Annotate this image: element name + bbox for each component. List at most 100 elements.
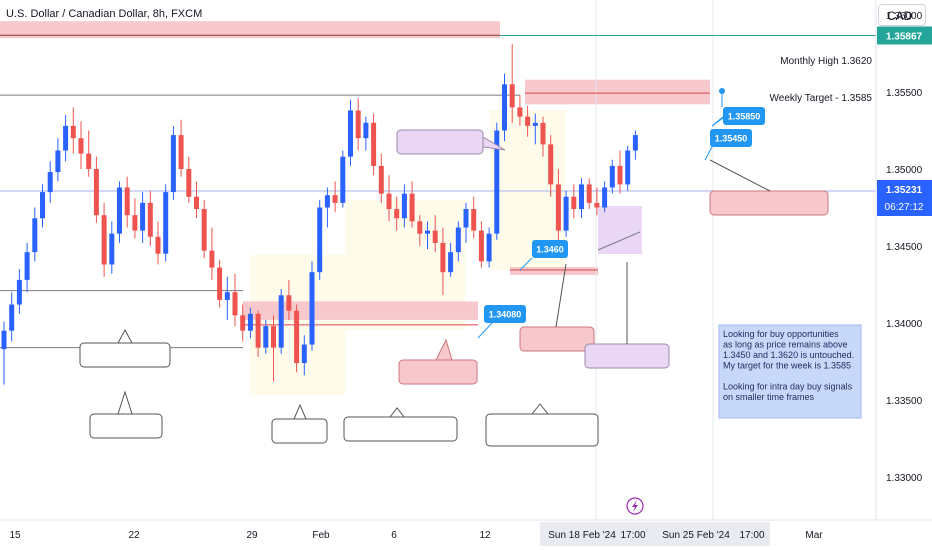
candle-body	[555, 184, 561, 231]
callout-weekly-low-1-box	[79, 342, 171, 368]
candle-body	[525, 116, 531, 126]
candle-body	[432, 230, 438, 243]
candle-body	[224, 292, 230, 300]
time-axis	[0, 520, 932, 550]
candle-body	[540, 122, 546, 145]
x-tick-label: 22	[128, 530, 140, 541]
candle-body	[55, 150, 61, 173]
candle-body	[471, 209, 477, 231]
candle-body	[486, 233, 492, 262]
candle-body	[63, 125, 69, 151]
price-tag-2: 1.35450	[715, 134, 748, 144]
weekly-target-price: 1.35867	[886, 31, 923, 42]
candle-body	[448, 252, 454, 273]
candle-body	[378, 165, 384, 194]
candle-body	[247, 313, 253, 331]
candle-body	[217, 267, 223, 300]
candle-body	[324, 195, 330, 208]
candle-body	[563, 196, 569, 231]
current-price: 1.35231	[886, 185, 923, 196]
candle-body	[625, 150, 631, 185]
candle-body	[478, 230, 484, 262]
callout-buy-orders-2-box	[519, 326, 595, 352]
lightning-icon[interactable]	[626, 497, 644, 515]
chart-title: U.S. Dollar / Canadian Dollar, 8h, FXCM	[6, 8, 203, 20]
candle-body	[286, 295, 292, 311]
tag-leader	[711, 115, 725, 127]
price-tag-1: 1.35850	[728, 112, 761, 122]
callout-pointer	[293, 403, 307, 420]
callout-pointer	[530, 403, 550, 415]
candle-body	[170, 135, 176, 193]
x-tick-label: 12	[479, 530, 491, 541]
x-tick-label: Sun 18 Feb '24	[548, 530, 616, 541]
y-tick-label: 1.33000	[886, 473, 923, 484]
price-axis	[876, 0, 932, 520]
candle-body	[147, 202, 153, 237]
candle-body	[579, 184, 584, 210]
y-tick-label: 1.35500	[886, 88, 923, 99]
y-tick-label: 1.36000	[886, 11, 923, 22]
callout-weekly-hh-hl-bull	[485, 413, 599, 447]
candle-body	[494, 130, 500, 234]
callout-pointer	[482, 136, 506, 151]
candle-body	[301, 344, 307, 364]
callout-weekly-hh-hl-box	[343, 416, 458, 442]
tag-leader	[704, 146, 713, 161]
callout-pointer	[388, 407, 406, 418]
candle-body	[186, 169, 192, 197]
candle-body	[255, 313, 261, 348]
candle-body	[9, 304, 15, 331]
note-box-bg	[718, 324, 862, 419]
bar-countdown: 06:27:12	[885, 202, 924, 213]
x-tick-label: Sun 25 Feb '24	[662, 530, 730, 541]
note-line: 1.3450 and 1.3620 is untouched.	[723, 350, 854, 360]
callout-pointer	[117, 390, 133, 415]
candle-body	[140, 202, 146, 231]
callout-weekly-highs-breached	[396, 129, 484, 155]
candle-body	[548, 144, 554, 185]
callout-weekly-hh-hl	[343, 416, 458, 442]
candle-body	[317, 207, 323, 273]
callout-weekly-hh-hl-bull-box	[485, 413, 599, 447]
support-zone	[243, 301, 478, 320]
candle-body	[632, 135, 638, 151]
candle-body	[78, 138, 84, 154]
callout-weekly-highs-breached-box	[396, 129, 484, 155]
note-line: Looking for buy opportunities	[723, 329, 839, 339]
candle-body	[263, 326, 269, 348]
currency-button[interactable]: CAD	[878, 4, 926, 26]
callout-buy-orders-2	[519, 326, 595, 352]
price-tag-3: 1.34080	[489, 310, 522, 320]
x-tick-label: Mar	[805, 530, 823, 541]
y-tick-label: 1.34000	[886, 319, 923, 330]
weekly-high-zone	[0, 21, 500, 39]
candle-body	[294, 310, 300, 364]
note-line: on smaller time frames	[723, 392, 815, 402]
candle-body	[163, 192, 169, 254]
candle-body	[101, 215, 107, 265]
callout-weekly-low-1	[79, 342, 171, 368]
candle-body	[363, 122, 369, 139]
candle-body	[332, 195, 338, 203]
candle-body	[271, 326, 276, 348]
callout-buy-orders-1	[398, 359, 478, 385]
candle-body	[586, 184, 592, 203]
support-zone	[510, 267, 598, 275]
candle-body	[240, 315, 246, 331]
x-tick-label: 15	[9, 530, 21, 541]
candle-body	[348, 110, 353, 157]
candle-body	[209, 250, 215, 268]
candle-body	[371, 122, 377, 166]
candle-body	[517, 107, 523, 117]
weekly-target-price-tag	[877, 26, 932, 45]
callout-weekly-ohlc	[271, 418, 328, 444]
candle-body	[609, 165, 615, 188]
x-tick-label: 29	[246, 530, 258, 541]
price-tag-3-box	[484, 305, 526, 323]
candle-body	[232, 292, 238, 316]
candle-body	[132, 215, 138, 231]
